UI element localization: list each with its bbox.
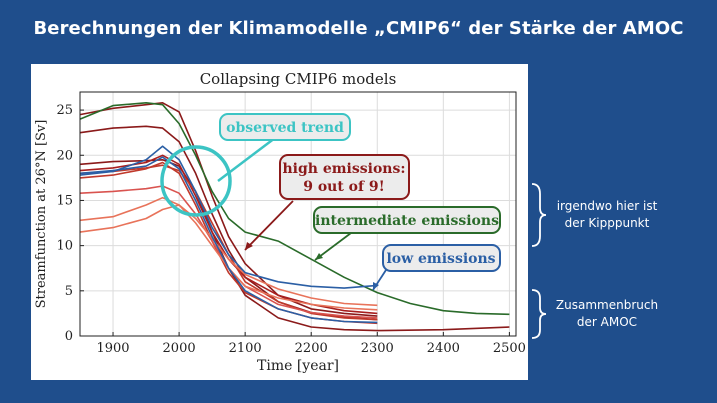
y-tick-label: 15	[56, 193, 73, 208]
tipping-point-brace	[531, 183, 547, 247]
y-tick-label: 25	[56, 103, 73, 118]
high-emissions-arrow	[244, 200, 294, 251]
plot-frame	[79, 91, 517, 337]
y-tick-label: 0	[65, 329, 73, 344]
collapse-note-line2: der AMOC	[576, 315, 638, 329]
tipping-point-note: irgendwo hier ist der Kipppunkt	[547, 198, 667, 232]
slide-title: Berechnungen der Klimamodelle „CMIP6“ de…	[33, 18, 684, 39]
high-emissions-label-line1: high emissions:	[282, 161, 405, 177]
series-line-7	[79, 185, 378, 319]
series-line-8	[79, 196, 378, 311]
collapse-brace	[531, 289, 547, 339]
low-emissions-annotation: low emissions	[372, 244, 501, 291]
tipping-point-note-line2: der Kipppunkt	[564, 216, 650, 230]
series-line-5	[79, 164, 378, 321]
series-line-12	[79, 156, 378, 324]
y-tick-label: 5	[65, 284, 73, 299]
x-ticks: 1900 2000 2100 2200 2300 2400 2500	[96, 332, 526, 356]
observed-trend-label: observed trend	[226, 120, 344, 136]
chart-panel: Collapsing CMIP6 models 1900 2000 2100 2200…	[31, 64, 528, 380]
intermediate-emissions-annotation: intermediate emissions	[313, 206, 501, 261]
collapse-note-line1: Zusammenbruch	[555, 298, 659, 312]
observed-trend-box	[219, 113, 351, 141]
low-emissions-label: low emissions	[386, 251, 495, 267]
high-emissions-arrowhead	[245, 242, 253, 250]
y-ticks: 0 5 10 15 20 25	[56, 103, 84, 344]
intermediate-emissions-arrowhead	[315, 253, 323, 260]
high-emissions-annotation: high emissions: 9 out of 9!	[244, 154, 410, 251]
intermediate-emissions-box	[313, 206, 501, 234]
x-tick-label: 1900	[96, 341, 129, 356]
series-line-10	[79, 102, 510, 316]
tipping-point-note-line1: irgendwo hier ist	[556, 199, 658, 213]
observed-trend-circle	[160, 145, 232, 217]
y-tick-label: 20	[56, 148, 73, 163]
low-emissions-box	[382, 244, 501, 272]
observed-trend-arrow	[217, 137, 276, 182]
x-tick-label: 2400	[427, 341, 460, 356]
series-line-1	[79, 102, 378, 317]
high-emissions-label-line2: 9 out of 9!	[303, 179, 385, 195]
series-line-11	[79, 145, 378, 289]
series-lines	[79, 102, 510, 332]
x-tick-label: 2000	[163, 341, 196, 356]
observed-trend-annotation: observed trend	[160, 113, 351, 217]
x-axis-label: Time [year]	[257, 358, 339, 374]
y-tick-label: 10	[56, 239, 73, 254]
x-tick-label: 2300	[361, 341, 394, 356]
amoc-line-chart: Collapsing CMIP6 models 1900 2000 2100 2200…	[34, 70, 526, 374]
series-line-9	[79, 204, 378, 307]
intermediate-emissions-label: intermediate emissions	[315, 213, 499, 229]
low-emissions-arrowhead	[373, 282, 379, 290]
chart-title: Collapsing CMIP6 models	[200, 70, 397, 88]
high-emissions-box	[279, 154, 410, 200]
x-tick-label: 2200	[295, 341, 328, 356]
x-tick-label: 2100	[229, 341, 262, 356]
y-axis-label: Streamfunction at 26°N [Sv]	[34, 120, 49, 309]
x-tick-label: 2500	[493, 341, 526, 356]
collapse-note: Zusammenbruch der AMOC	[547, 297, 667, 331]
